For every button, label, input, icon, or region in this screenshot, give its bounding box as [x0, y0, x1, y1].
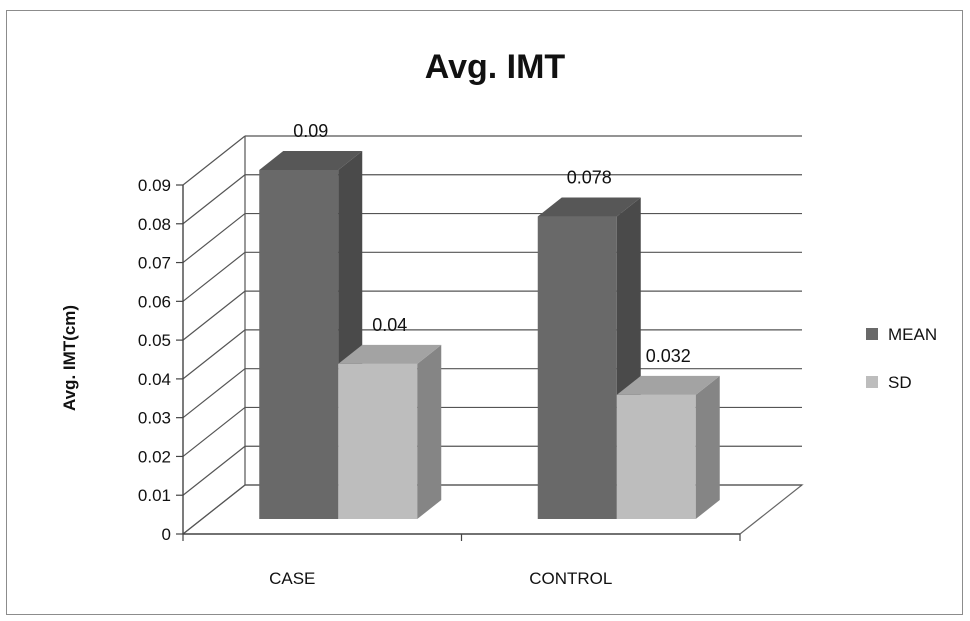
bar-side	[695, 375, 720, 519]
y-tick-label: 0.08	[138, 215, 171, 234]
y-tick-labels: 0 0.01 0.02 0.03 0.04 0.05 0.06 0.07 0.08 0.09	[138, 176, 171, 544]
category-labels: CASE CONTROL	[269, 569, 612, 588]
legend-swatch-sd	[866, 376, 878, 388]
bar-top	[616, 375, 720, 395]
side-wall-line	[182, 484, 246, 535]
bar-sd-case	[338, 363, 418, 519]
data-label: 0.078	[567, 168, 612, 188]
side-wall-line	[182, 329, 246, 380]
side-wall-line	[182, 174, 246, 225]
bar-mean-control	[537, 216, 617, 520]
side-wall-line	[182, 445, 246, 496]
y-tick-label: 0.04	[138, 370, 171, 389]
y-tick-label: 0.02	[138, 447, 171, 466]
y-tick-label: 0	[162, 525, 171, 544]
y-tick-label: 0.07	[138, 254, 171, 273]
chart-title: Avg. IMT	[425, 48, 566, 86]
side-wall-line	[182, 290, 246, 341]
category-label: CASE	[269, 569, 315, 588]
data-label: 0.09	[293, 121, 328, 141]
y-tick-label: 0.09	[138, 176, 171, 195]
side-wall-line	[182, 135, 246, 186]
chart-frame	[6, 10, 963, 615]
data-label: 0.04	[372, 315, 407, 335]
y-axis-label: Avg. IMT(cm)	[60, 305, 79, 411]
bar-top	[259, 151, 363, 170]
bar-top	[338, 344, 442, 364]
bar-side	[417, 344, 442, 519]
side-wall-line	[182, 213, 246, 264]
y-tick-label: 0.05	[138, 331, 171, 350]
y-tick-label: 0.06	[138, 292, 171, 311]
y-tick-label: 0.03	[138, 409, 171, 428]
bar-top	[537, 197, 641, 217]
bar-mean-case	[259, 170, 339, 519]
bars	[259, 151, 720, 520]
y-tick-label: 0.01	[138, 486, 171, 505]
category-label: CONTROL	[529, 569, 612, 588]
data-label: 0.032	[646, 346, 691, 366]
axes	[176, 184, 741, 541]
side-wall-line	[182, 251, 246, 302]
data-labels: 0.09 0.04 0.078 0.032	[293, 121, 691, 366]
legend-label-sd: SD	[888, 373, 912, 392]
side-wall-line	[182, 368, 246, 419]
legend-label-mean: MEAN	[888, 325, 937, 344]
side-wall-line	[182, 406, 246, 457]
bar-sd-control	[616, 394, 696, 519]
legend: MEAN SD	[866, 325, 937, 392]
legend-swatch-mean	[866, 328, 878, 340]
